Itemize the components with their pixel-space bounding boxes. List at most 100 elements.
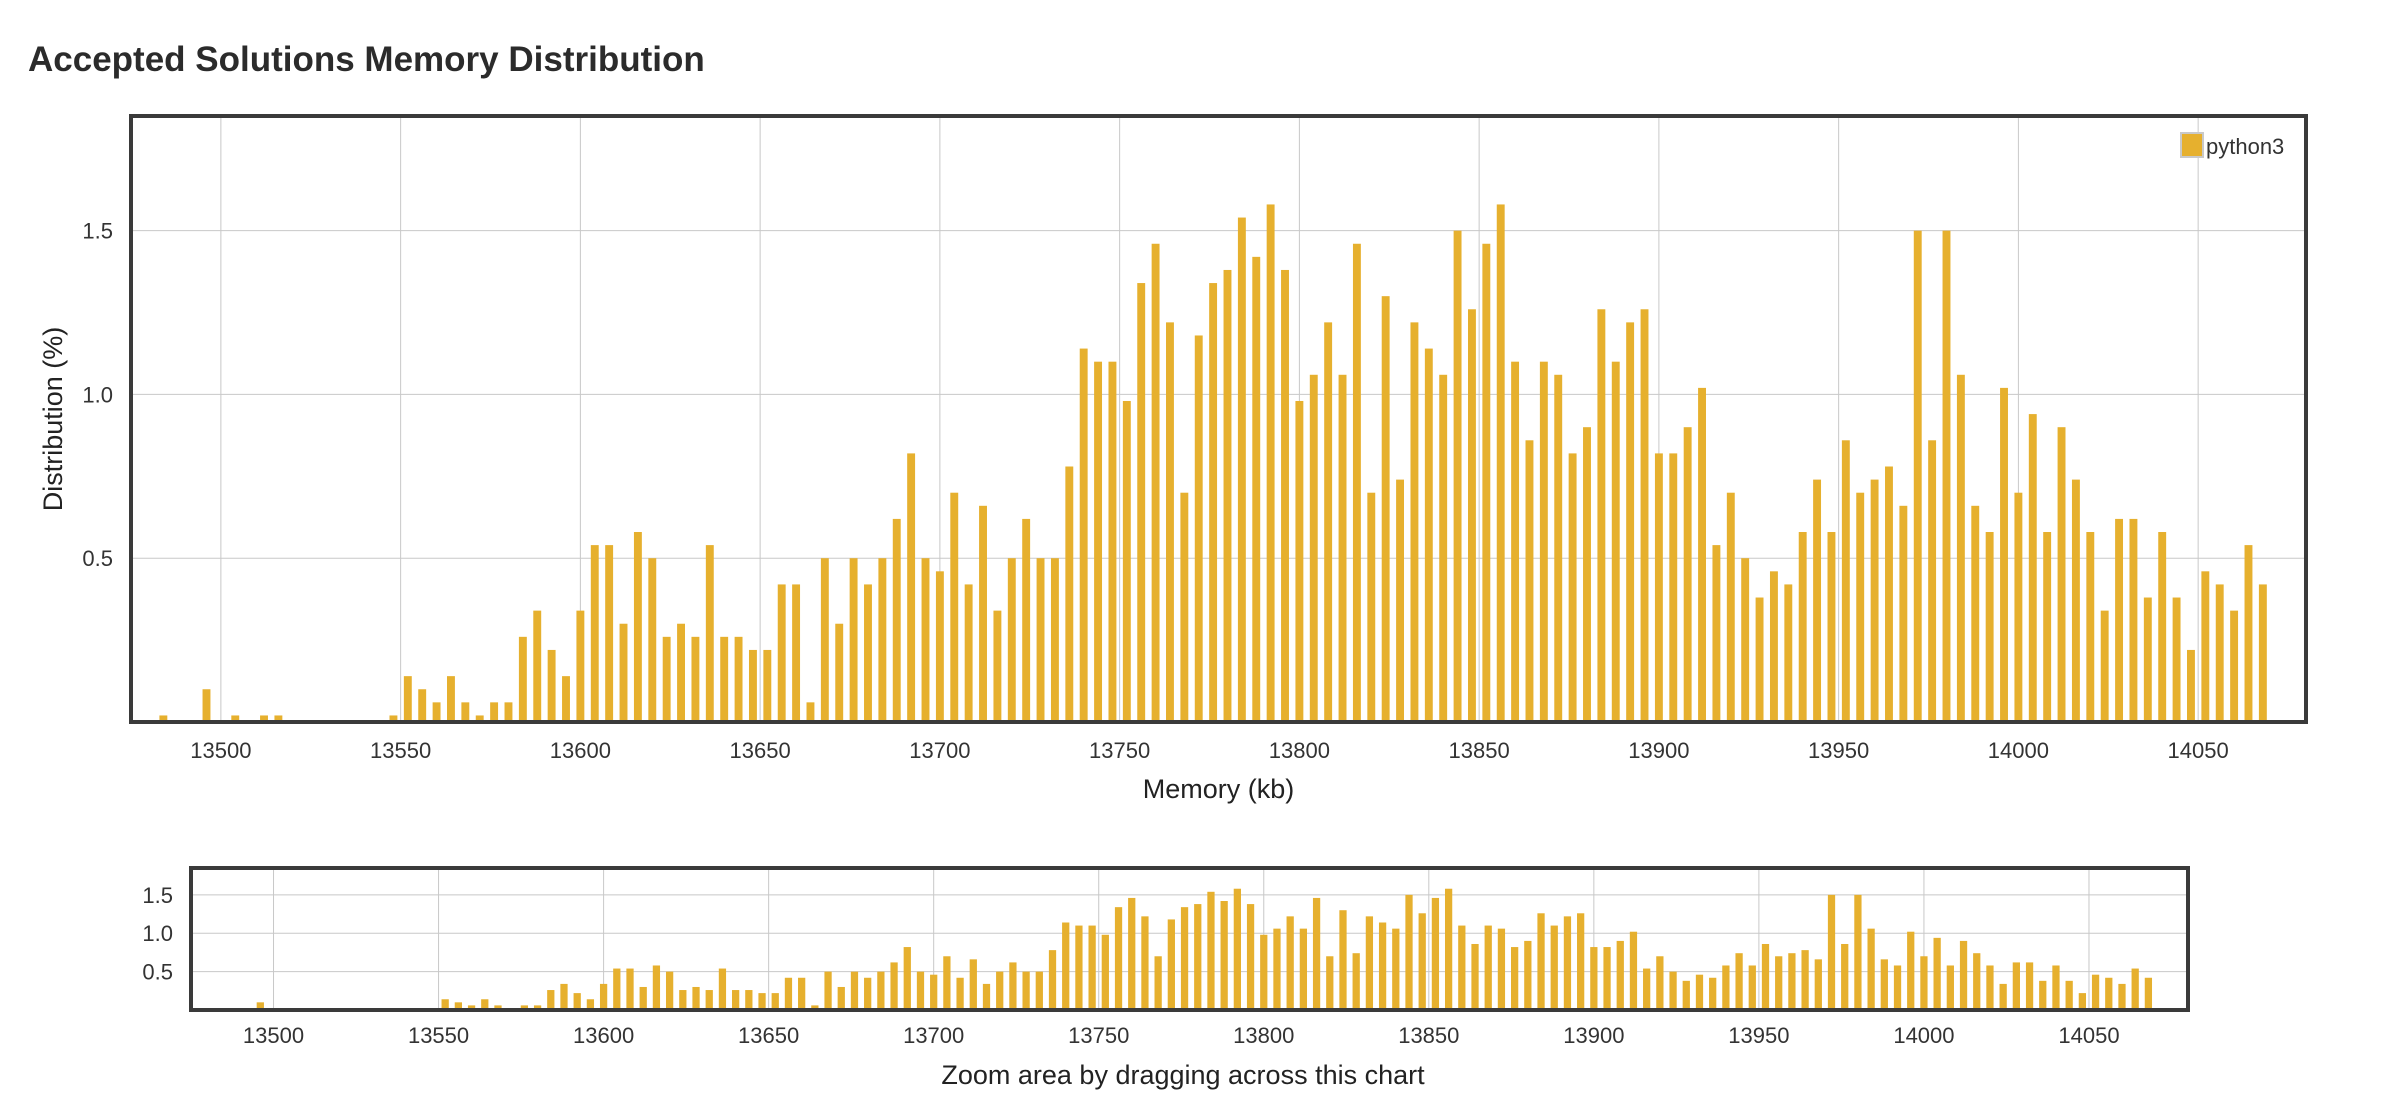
main-plot-frame bbox=[129, 114, 2308, 724]
bar bbox=[1128, 897, 1136, 1010]
bar bbox=[964, 584, 973, 722]
bar bbox=[494, 1005, 502, 1010]
legend[interactable]: python3 bbox=[2180, 132, 2284, 159]
x-tick-label: 13750 bbox=[1089, 738, 1150, 763]
bar bbox=[921, 558, 930, 722]
bar bbox=[1418, 913, 1426, 1010]
x-tick-label: 14050 bbox=[2058, 1023, 2119, 1048]
bar bbox=[648, 558, 657, 722]
x-tick-label: 13650 bbox=[730, 738, 791, 763]
bar bbox=[1194, 335, 1203, 722]
bar bbox=[1654, 453, 1663, 722]
bar bbox=[792, 584, 801, 722]
bar bbox=[1154, 956, 1162, 1010]
bar bbox=[389, 715, 398, 722]
bar bbox=[1431, 897, 1440, 1010]
x-tick-label: 13700 bbox=[903, 1023, 964, 1048]
navigator-x-tick-labels: 13500 13550 13600 13650 13700 13750 13800 13850… bbox=[243, 1023, 2120, 1048]
bar bbox=[1856, 492, 1865, 722]
x-tick-label: 14000 bbox=[1893, 1023, 1954, 1048]
bar bbox=[849, 558, 858, 722]
main-bars bbox=[159, 204, 2267, 723]
bar bbox=[903, 947, 911, 1010]
x-tick-label: 13600 bbox=[550, 738, 611, 763]
x-tick-label: 14050 bbox=[2168, 738, 2229, 763]
bar bbox=[2230, 610, 2239, 722]
legend-swatch[interactable] bbox=[2180, 132, 2204, 158]
bar bbox=[1933, 937, 1941, 1010]
bar bbox=[1484, 925, 1492, 1010]
bar bbox=[1048, 950, 1057, 1010]
bar bbox=[260, 715, 268, 722]
bar bbox=[763, 649, 772, 722]
bar bbox=[1669, 971, 1677, 1010]
bar bbox=[1286, 916, 1294, 1010]
bar bbox=[2052, 965, 2060, 1010]
bar bbox=[1338, 374, 1347, 722]
bar bbox=[692, 986, 700, 1010]
navigator-zoom-hint: Zoom area by dragging across this chart bbox=[941, 1060, 1425, 1090]
bar bbox=[231, 715, 240, 722]
bar bbox=[1524, 940, 1532, 1010]
x-tick-label: 13550 bbox=[370, 738, 431, 763]
bar bbox=[1339, 910, 1347, 1010]
bar bbox=[824, 971, 832, 1010]
bar bbox=[1260, 934, 1268, 1010]
bar bbox=[1223, 269, 1232, 722]
bar bbox=[274, 715, 283, 722]
bar bbox=[1813, 479, 1822, 722]
navigator-frame[interactable] bbox=[189, 866, 2190, 1012]
bar bbox=[1273, 928, 1281, 1010]
navigator-y-tick-labels: 0.5 1.0 1.5 bbox=[142, 883, 173, 985]
bar bbox=[993, 610, 1002, 722]
x-tick-label: 13850 bbox=[1449, 738, 1510, 763]
bar bbox=[907, 453, 916, 722]
bar bbox=[652, 965, 661, 1010]
bar bbox=[1075, 925, 1083, 1010]
bar bbox=[159, 715, 168, 722]
bar bbox=[1814, 959, 1822, 1010]
bar bbox=[806, 702, 815, 722]
bar bbox=[1088, 925, 1096, 1010]
bar bbox=[2215, 584, 2224, 722]
bar bbox=[202, 689, 211, 722]
x-tick-label: 13950 bbox=[1728, 1023, 1789, 1048]
bar bbox=[732, 990, 740, 1010]
bar bbox=[935, 571, 944, 722]
bar bbox=[1537, 913, 1545, 1010]
bar bbox=[1101, 934, 1109, 1010]
bar bbox=[1946, 965, 1954, 1010]
bar bbox=[613, 968, 621, 1010]
bar bbox=[1424, 348, 1433, 722]
bar bbox=[1726, 492, 1735, 722]
bar bbox=[1788, 953, 1796, 1010]
bar bbox=[1550, 925, 1558, 1010]
bar bbox=[1094, 361, 1103, 722]
x-tick-label: 13500 bbox=[243, 1023, 304, 1048]
bar bbox=[2028, 414, 2037, 722]
bar bbox=[1453, 230, 1462, 722]
bar bbox=[1295, 400, 1304, 722]
bar bbox=[1062, 922, 1070, 1010]
bar bbox=[1893, 965, 1902, 1010]
x-tick-label: 13900 bbox=[1628, 738, 1689, 763]
bar bbox=[892, 518, 901, 722]
bar bbox=[2086, 532, 2095, 722]
bar bbox=[1396, 479, 1405, 722]
bar bbox=[916, 971, 925, 1010]
bar bbox=[2065, 980, 2073, 1010]
bar bbox=[1956, 374, 1965, 722]
bar bbox=[2014, 492, 2023, 722]
y-tick-label: 0.5 bbox=[82, 546, 113, 571]
bar bbox=[454, 1002, 462, 1010]
bar bbox=[1022, 971, 1030, 1010]
bar bbox=[1603, 947, 1611, 1010]
bar bbox=[1392, 928, 1400, 1010]
bar bbox=[1841, 943, 1849, 1010]
bar bbox=[1022, 518, 1031, 722]
bar bbox=[432, 702, 441, 722]
x-tick-label: 13800 bbox=[1269, 738, 1330, 763]
bar bbox=[2172, 597, 2181, 722]
legend-label[interactable]: python3 bbox=[2206, 134, 2284, 159]
bar bbox=[1496, 204, 1505, 722]
